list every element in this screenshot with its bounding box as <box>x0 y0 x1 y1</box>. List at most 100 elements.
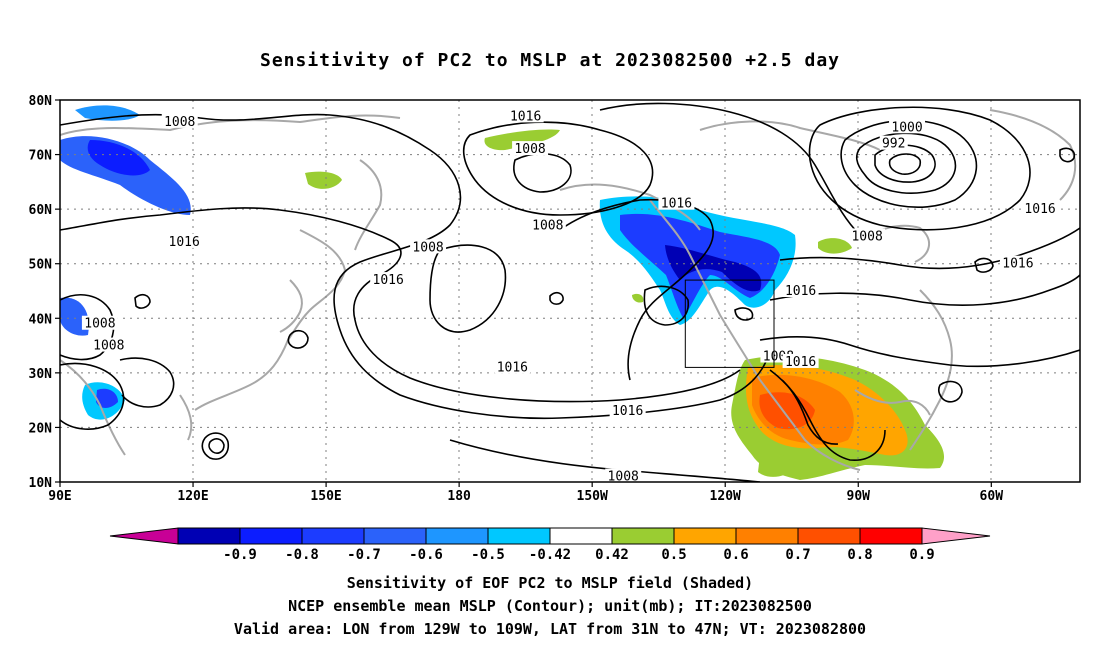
contour-label: 1016 <box>169 235 200 250</box>
coastline-philippines <box>179 394 193 441</box>
contour-label: 992 <box>882 137 905 152</box>
mslp-contour-line <box>1059 147 1076 163</box>
contour-label-background <box>494 359 531 374</box>
colorbar-label: 0.8 <box>847 547 872 563</box>
contour-label-background <box>370 272 407 287</box>
lat-tick-label: 60N <box>29 203 53 218</box>
map-frame <box>59 99 1081 483</box>
positive-sensitivity-region <box>632 293 644 303</box>
mslp-contour-line <box>888 153 922 175</box>
contour-label: 1016 <box>510 109 541 124</box>
mslp-contour-line <box>769 274 1080 306</box>
mslp-contour-line <box>201 432 230 460</box>
contour-labels: 1008 1016 1008 1000 992 1016 1008 1016 1016 1008 1… <box>81 108 1059 482</box>
contour-label-background <box>161 113 198 128</box>
contour-label-background <box>166 233 203 248</box>
lat-tick-label: 20N <box>29 421 53 436</box>
lat-tick-label: 80N <box>29 94 53 109</box>
positive-sensitivity-region <box>758 453 795 477</box>
colorbar-swatch <box>301 527 365 545</box>
mslp-contour-line <box>429 244 507 333</box>
mslp-contour-line <box>808 106 1031 231</box>
contour-label-background <box>879 135 908 150</box>
lon-tick-label: 180 <box>447 489 471 504</box>
contour-label: 1016 <box>1002 257 1033 272</box>
colorbar-label: -0.6 <box>409 547 443 563</box>
mslp-contour-line <box>937 380 963 403</box>
lat-tick-label: 10N <box>29 476 53 491</box>
mslp-contour-line <box>60 113 771 420</box>
coastline-north-america-north <box>699 120 881 151</box>
mslp-contour-line <box>759 335 1080 368</box>
mslp-contour-line <box>549 291 564 305</box>
contour-label-background <box>529 217 566 232</box>
mslp-contour-line <box>855 132 957 194</box>
mslp-contour-line <box>974 257 994 273</box>
colorbar-swatch <box>735 527 799 545</box>
lat-tick-label: 70N <box>29 149 53 164</box>
mslp-contour-line <box>208 438 225 454</box>
mslp-contour-line <box>119 357 175 408</box>
mslp-contour-line <box>643 285 690 326</box>
contour-label-background <box>90 337 127 352</box>
lon-tick-label: 150E <box>310 489 341 504</box>
colorbar-swatch <box>363 527 427 545</box>
latitude-tick-labels: 80N 70N 60N 50N 40N 30N 20N 10N <box>29 94 60 491</box>
colorbar-swatch <box>487 527 551 545</box>
contour-label-background <box>410 239 447 254</box>
contour-label-background <box>889 119 926 134</box>
colorbar-label: -0.7 <box>347 547 381 563</box>
longitude-tick-labels: 90E 120E 150E 180 150W 120W 90W 60W <box>48 482 1003 504</box>
caption-shading: Sensitivity of EOF PC2 to MSLP field (Sh… <box>346 574 754 592</box>
contour-label: 1008 <box>532 219 563 234</box>
contour-label: 1008 <box>164 115 195 130</box>
colorbar-swatch <box>239 527 303 545</box>
coastline-asia-east <box>194 229 347 411</box>
colorbar-swatch <box>425 527 489 545</box>
contour-label-background <box>609 403 646 418</box>
contour-label: 1016 <box>785 355 816 370</box>
stronger-positive-sensitivity-region <box>759 392 815 430</box>
lon-tick-label: 120E <box>177 489 208 504</box>
contour-label-background <box>512 141 549 156</box>
colorbar-high-triangle <box>921 527 991 545</box>
colorbar: -0.9 -0.8 -0.7 -0.6 -0.5 -0.42 0.42 0.5 0.6 0.7 0.… <box>109 527 991 563</box>
colorbar-swatch <box>177 527 241 545</box>
colorbar-label: 0.9 <box>909 547 934 563</box>
colorbar-label: -0.5 <box>471 547 505 563</box>
mslp-contour-line <box>287 329 309 349</box>
coastline-greenland <box>989 109 1077 201</box>
colorbar-label: -0.8 <box>285 547 319 563</box>
lat-tick-label: 40N <box>29 312 53 327</box>
contour-label: 1008 <box>412 240 443 255</box>
coastline-japan <box>279 279 303 333</box>
lon-tick-label: 150W <box>577 489 608 504</box>
mslp-contour-line <box>60 362 125 430</box>
mslp-contours <box>60 102 1080 482</box>
positive-sensitivity-region <box>818 238 852 254</box>
strong-negative-sensitivity-region <box>87 140 150 176</box>
mslp-contour-line <box>559 198 715 381</box>
contour-label-background <box>658 195 695 210</box>
mslp-contour-line <box>781 379 839 445</box>
contour-label-background <box>507 108 544 123</box>
caption-valid-area: Valid area: LON from 129W to 109W, LAT f… <box>233 620 867 638</box>
colorbar-swatch <box>673 527 737 545</box>
mslp-contour-line <box>599 102 861 236</box>
lon-tick-label: 90E <box>48 489 71 504</box>
mslp-contour-line <box>134 293 151 309</box>
sensitivity-shading <box>60 105 945 480</box>
contour-label-background <box>605 468 642 482</box>
coastline-kamchatka <box>354 159 383 251</box>
colorbar-label: 0.42 <box>595 547 629 563</box>
lon-tick-label: 60W <box>980 489 1004 504</box>
contour-label-background <box>849 228 886 243</box>
lat-tick-label: 30N <box>29 367 53 382</box>
contour-label: 1000 <box>891 120 922 135</box>
coastline-north-america-west <box>649 199 861 471</box>
colorbar-swatch <box>859 527 923 545</box>
colorbar-label: 0.5 <box>661 547 686 563</box>
coastline-south-asia <box>60 359 126 456</box>
strong-negative-sensitivity-region <box>96 388 118 408</box>
coastline-gulf-of-mexico <box>854 389 931 416</box>
